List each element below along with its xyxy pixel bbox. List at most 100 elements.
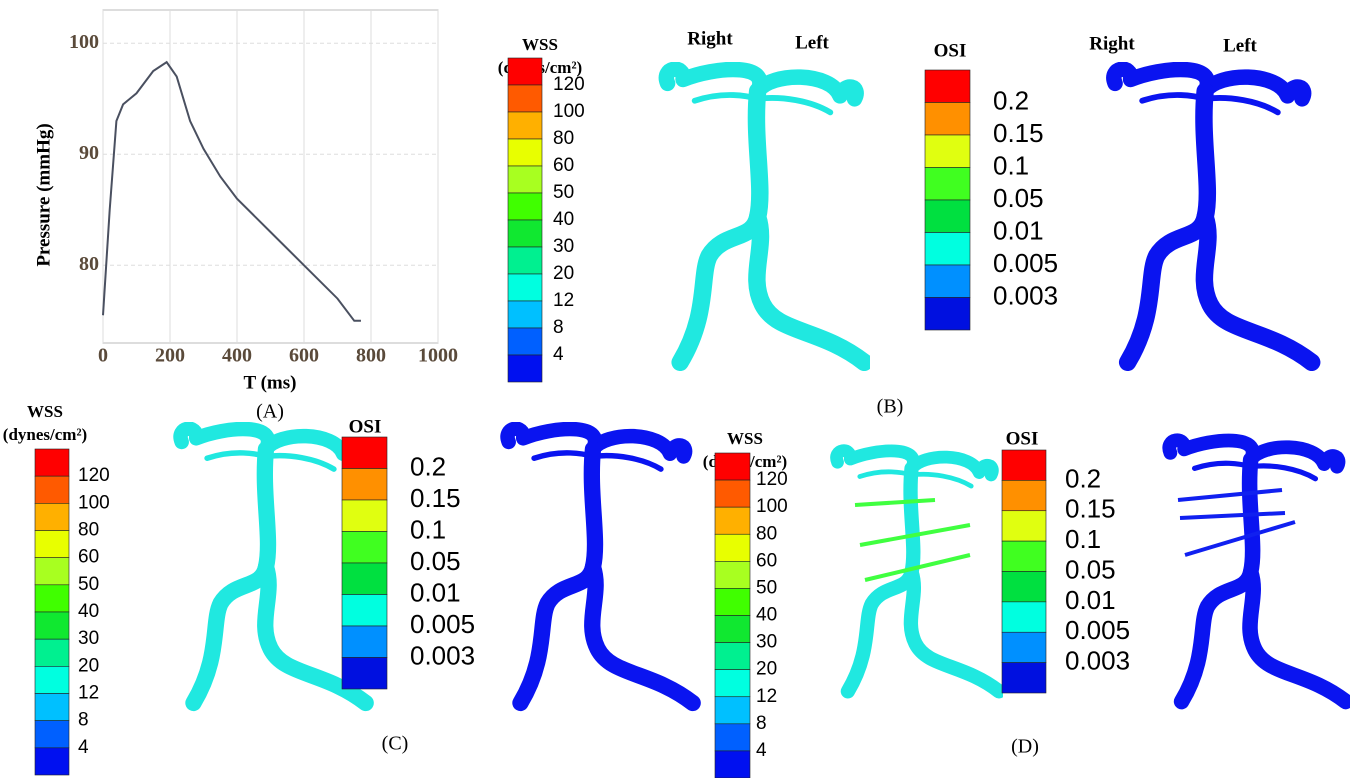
colorbar-segment (507, 354, 543, 383)
colorbar-segment (507, 138, 543, 167)
colorbar-segment (714, 452, 751, 481)
colorbar-segment (34, 638, 70, 667)
colorbar-label: 0.005 (1065, 615, 1130, 645)
colorbar-title: WSS (27, 402, 63, 421)
colorbar-label: 20 (553, 263, 574, 284)
colorbar-label: 0.01 (993, 215, 1044, 245)
x-axis-title: T (ms) (244, 372, 297, 393)
colorbar-label: 80 (78, 520, 99, 541)
colorbar-segment (1001, 510, 1047, 542)
colorbar-label: 0.2 (1065, 463, 1101, 493)
colorbar-segment (924, 134, 971, 168)
colorbar-label: 40 (553, 209, 574, 230)
side-label: Left (795, 32, 829, 53)
colorbar-label: 0.1 (993, 150, 1029, 180)
x-tick-label: 600 (289, 345, 319, 367)
colorbar-segment (507, 246, 543, 275)
colorbar-segment (341, 531, 388, 564)
colorbar-segment (714, 723, 751, 752)
colorbar-label: 0.15 (410, 483, 461, 513)
colorbar-label: 100 (756, 496, 788, 517)
vessel-wss (181, 429, 366, 703)
colorbar-segment (1001, 480, 1047, 512)
colorbar-segment (507, 327, 543, 356)
colorbar-label: 50 (756, 577, 777, 598)
colorbar-unit: (dynes/cm²) (3, 425, 87, 444)
colorbar-segment (714, 615, 751, 643)
colorbar-segment (34, 503, 70, 531)
panel-label: (B) (877, 396, 904, 418)
colorbar-segment (34, 475, 70, 504)
x-tick-label: 0 (98, 345, 108, 367)
colorbar-segment (507, 300, 543, 329)
colorbar-segment (341, 436, 388, 469)
colorbar-segment (507, 192, 543, 221)
colorbar-label: 0.005 (993, 248, 1058, 278)
colorbar-label: 12 (78, 683, 99, 704)
colorbar-segment (507, 57, 543, 86)
colorbar-segment (714, 696, 751, 725)
colorbar-segment (34, 666, 70, 694)
colorbar-label: 8 (756, 713, 767, 734)
colorbar-title: OSI (349, 416, 382, 437)
colorbar-segment (341, 562, 388, 595)
colorbar-label: 50 (553, 182, 574, 203)
colorbar-segment (714, 533, 751, 562)
colorbar-segment (924, 199, 971, 233)
colorbar-label: 0.05 (993, 183, 1044, 213)
colorbar-label: 20 (78, 655, 99, 676)
colorbar-segment (34, 720, 70, 749)
colorbar-segment (34, 693, 70, 721)
colorbar-segment (1001, 662, 1047, 694)
colorbar-label: 4 (756, 740, 767, 761)
colorbar-label: 0.003 (410, 640, 475, 670)
vessel-wss (666, 69, 864, 362)
colorbar-title: WSS (522, 35, 558, 54)
colorbar-segment (1001, 540, 1047, 572)
colorbar-label: 0.01 (1065, 585, 1116, 615)
colorbar-segment (714, 506, 751, 535)
plot-frame (102, 9, 439, 344)
line (102, 60, 361, 322)
x-tick-label: 200 (155, 345, 185, 367)
colorbar-label: 120 (78, 465, 110, 486)
side-label: Right (1089, 33, 1135, 54)
x-tick-label: 400 (222, 345, 252, 367)
vessel-osi (1169, 440, 1345, 701)
colorbar-label: 0.1 (1065, 524, 1101, 554)
colorbar-segment (34, 747, 70, 776)
colorbar-label: 60 (553, 155, 574, 176)
colorbar-segment (714, 750, 751, 778)
colorbar-label: 120 (756, 469, 788, 490)
colorbar-label: 4 (553, 344, 564, 365)
vessel-osi (1114, 69, 1312, 362)
colorbar-label: 8 (78, 710, 89, 731)
colorbar-label: 0.01 (410, 577, 461, 607)
y-axis-title: Pressure (mmHg) (33, 123, 54, 266)
colorbar-segment (341, 468, 388, 501)
colorbar-label: 80 (756, 523, 777, 544)
colorbar-label: 30 (78, 628, 99, 649)
colorbar-segment (1001, 601, 1047, 633)
colorbar-segment (34, 584, 70, 613)
stents (1177, 488, 1296, 557)
colorbar-title: WSS (727, 429, 763, 448)
colorbar-label: 50 (78, 574, 99, 595)
colorbar-segment (714, 669, 751, 698)
colorbar-segment (34, 530, 70, 558)
colorbar-segment (34, 448, 70, 477)
panel-label: (D) (1011, 736, 1039, 758)
colorbar-segment (341, 657, 388, 690)
colorbar-segment (507, 273, 543, 302)
colorbar-label: 100 (78, 492, 110, 513)
colorbar-segment (714, 561, 751, 589)
y-tick-label: 90 (79, 142, 99, 164)
colorbar-label: 0.05 (410, 546, 461, 576)
colorbar-segment (714, 588, 751, 616)
y-tick-label: 100 (69, 31, 99, 53)
vessel-osi (508, 429, 693, 703)
colorbar-segment (714, 642, 751, 670)
colorbar-segment (341, 625, 388, 658)
colorbar-segment (1001, 571, 1047, 603)
